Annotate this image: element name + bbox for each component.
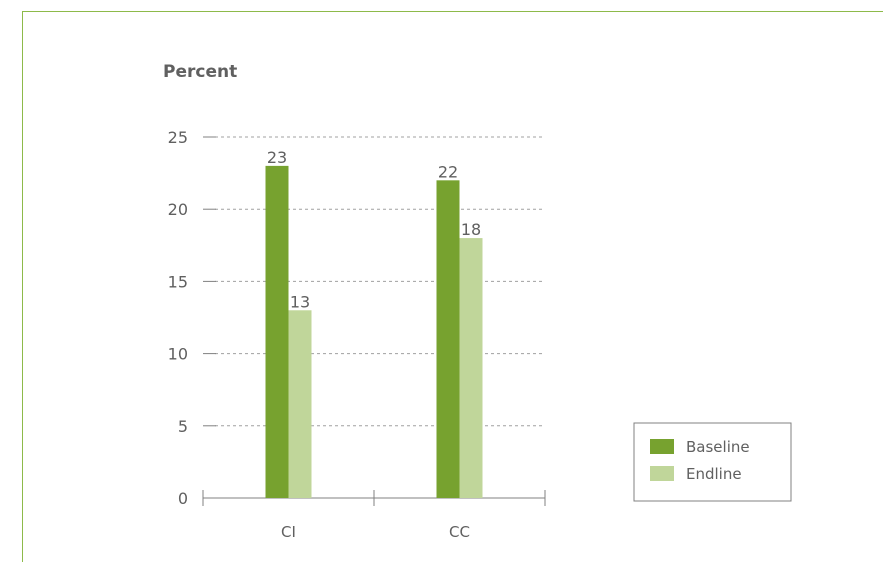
frame-top-border: [22, 11, 883, 12]
legend-swatch-endline: [650, 466, 674, 481]
legend: Baseline Endline: [633, 422, 792, 502]
bar-cc-baseline: [436, 180, 460, 498]
y-tick-label-10: 10: [168, 345, 188, 364]
gridlines: [215, 136, 545, 427]
y-tick-label-15: 15: [168, 272, 188, 291]
frame-left-border: [22, 11, 23, 562]
x-tick-label-ci: CI: [281, 523, 296, 541]
data-label-ci-baseline: 23: [267, 148, 287, 167]
bars: [265, 165, 483, 498]
y-tick-label-0: 0: [178, 489, 188, 508]
y-tick-label-5: 5: [178, 417, 188, 436]
legend-label-baseline: Baseline: [686, 438, 750, 456]
y-tick-label-25: 25: [168, 128, 188, 147]
y-tick-label-20: 20: [168, 200, 188, 219]
data-label-cc-baseline: 22: [438, 162, 458, 181]
legend-label-endline: Endline: [686, 465, 742, 483]
legend-swatch-baseline: [650, 439, 674, 454]
x-tick-label-cc: CC: [449, 523, 470, 541]
data-label-ci-endline: 13: [290, 292, 310, 311]
data-labels: 23 13 22 18: [267, 148, 481, 311]
bar-ci-baseline: [265, 165, 289, 498]
bar-cc-endline: [459, 238, 483, 498]
axes: 0 5 10 15 20 25 CI CC: [168, 128, 546, 541]
data-label-cc-endline: 18: [461, 220, 481, 239]
legend-box: [633, 422, 792, 502]
y-axis-title: Percent: [163, 62, 237, 82]
bar-ci-endline: [288, 310, 312, 498]
